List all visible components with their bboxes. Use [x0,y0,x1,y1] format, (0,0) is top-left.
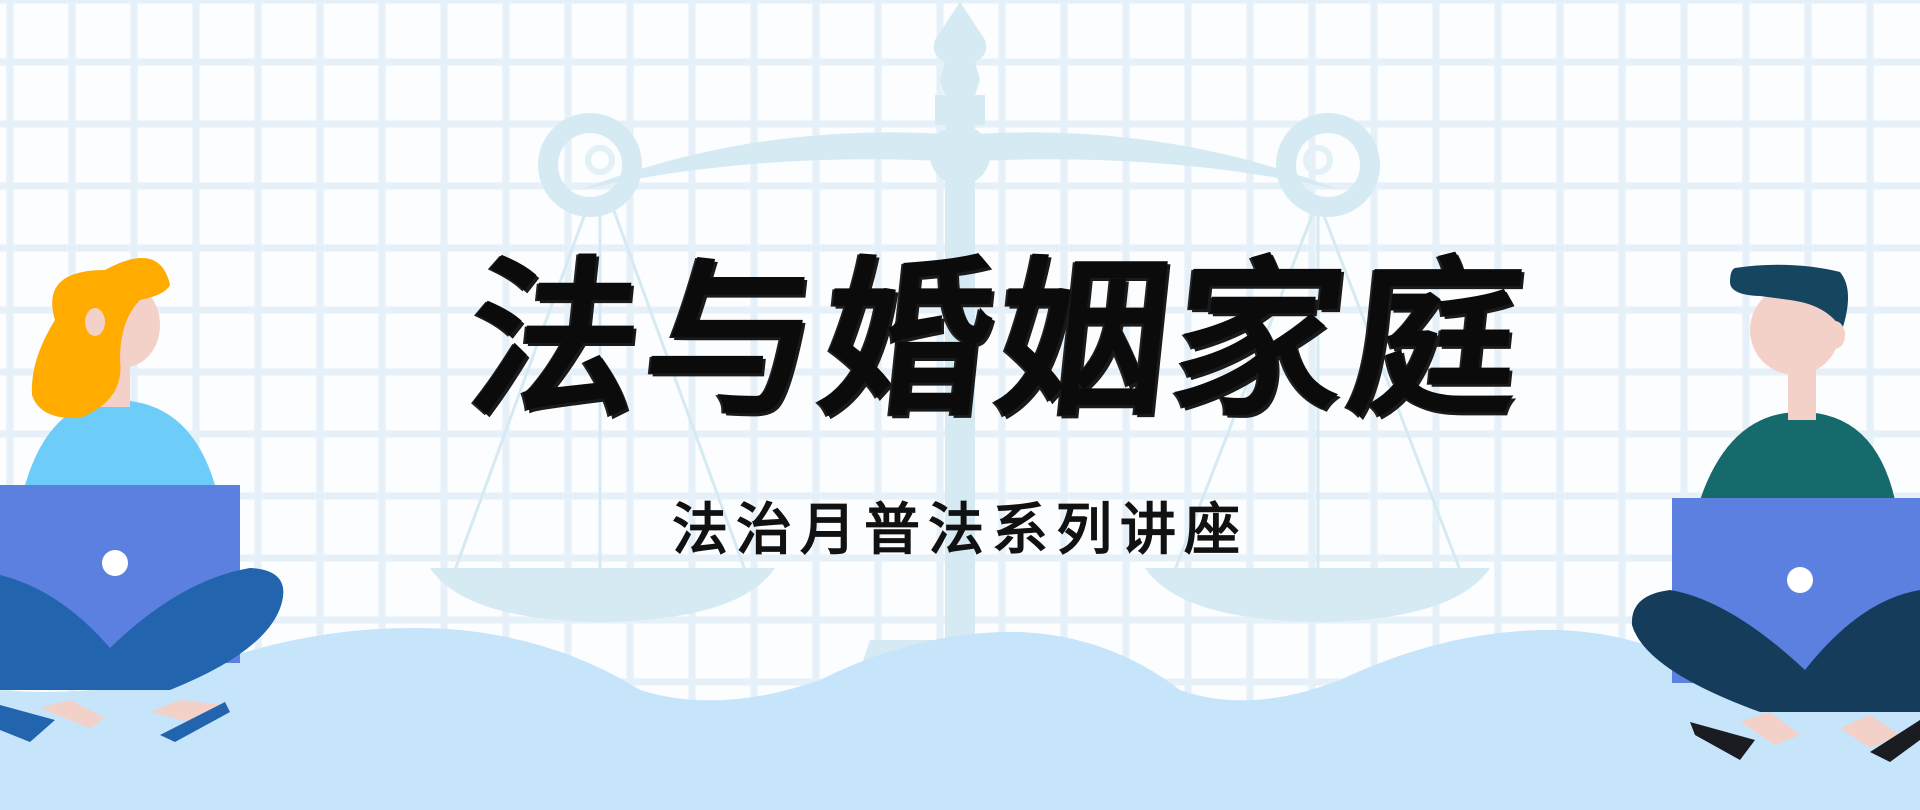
banner-subtitle: 法治月普法系列讲座 [672,497,1248,563]
wave-ground [0,628,1920,810]
man-with-laptop-icon [1631,264,1920,762]
woman-with-laptop-icon [0,258,284,742]
banner-title: 法与婚姻家庭 [459,240,1537,440]
